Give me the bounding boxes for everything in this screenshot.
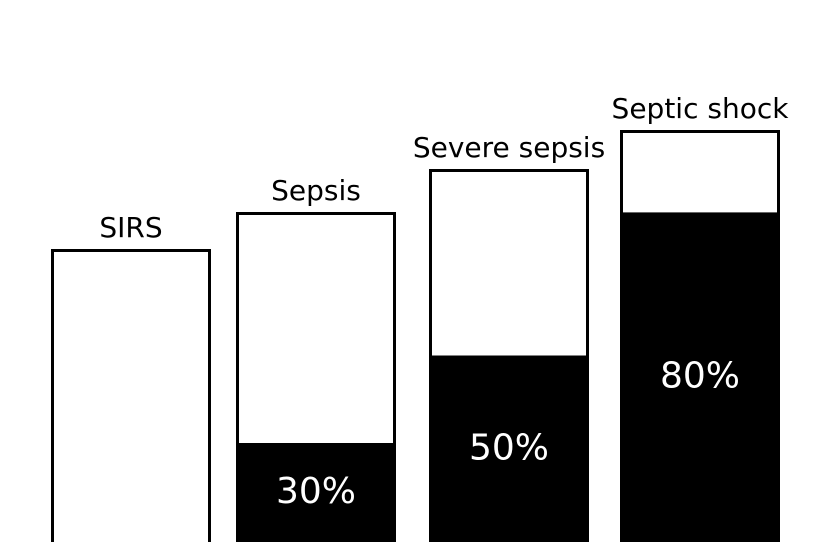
bar-fill-severe-sepsis [429, 355, 589, 542]
bar-fill-septic-shock [620, 212, 780, 542]
value-label-sepsis: 30% [276, 471, 356, 512]
bar-fill-sepsis [236, 443, 396, 542]
category-label-sirs: SIRS [99, 211, 162, 244]
category-label-sepsis: Sepsis [271, 174, 361, 207]
value-label-septic-shock: 80% [660, 356, 740, 397]
value-label-severe-sepsis: 50% [469, 427, 549, 468]
bars-group: SIRS 30% Sepsis 50% Severe sepsis 80% Septic s… [51, 92, 790, 542]
category-label-septic-shock: Septic shock [612, 92, 790, 125]
category-label-severe-sepsis: Severe sepsis [413, 131, 605, 164]
bar-sirs [51, 249, 211, 542]
